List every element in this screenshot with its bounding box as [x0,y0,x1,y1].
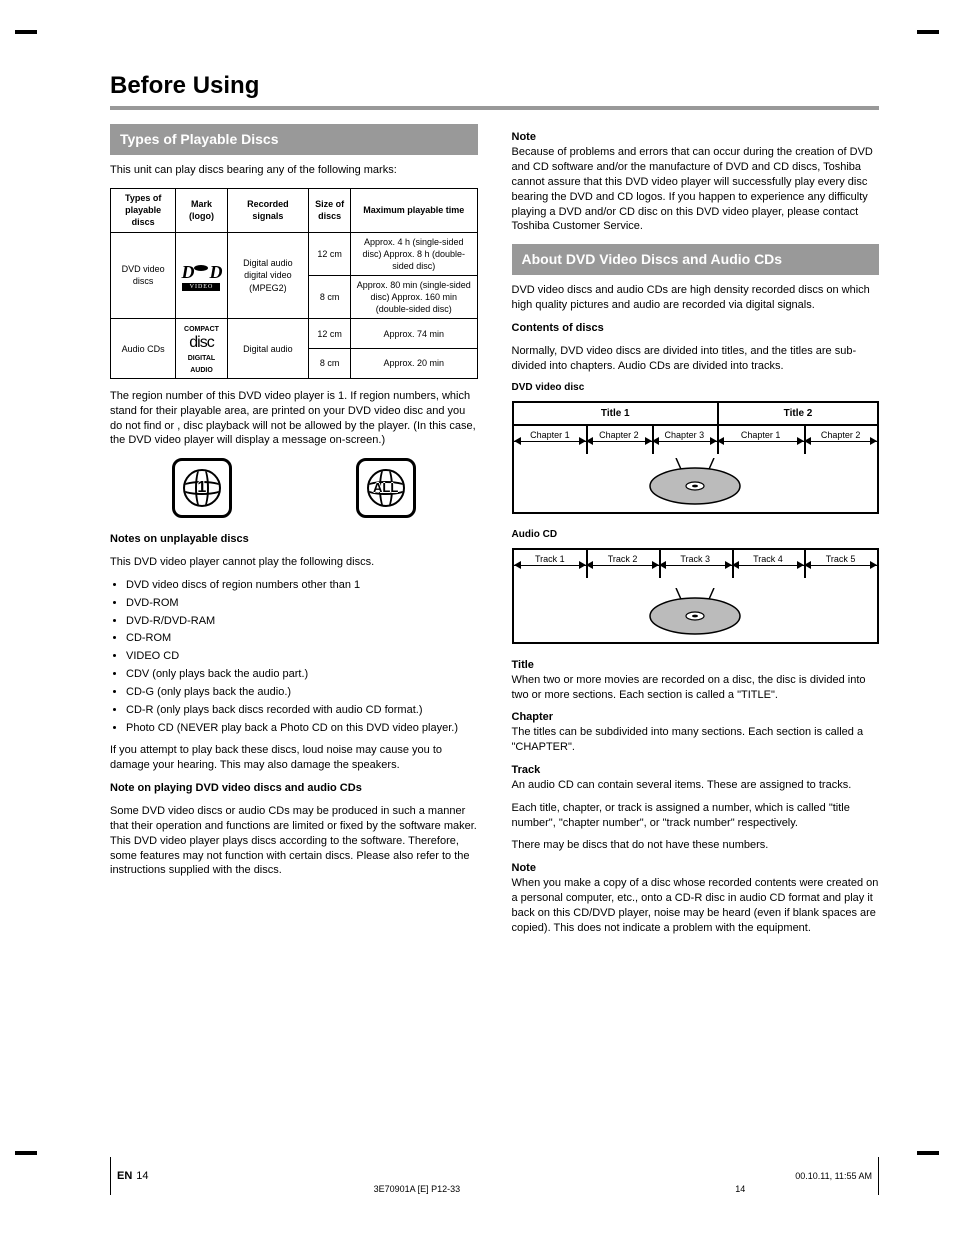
cell-signals: Digital audio digital video (MPEG2) [227,232,308,319]
cell-size: 8 cm [309,275,351,318]
cell-time: Approx. 20 min [351,349,477,379]
contents-para: Normally, DVD video discs are divided in… [512,344,880,374]
cell-time: Approx. 74 min [351,319,477,349]
list-item: DVD-R/DVD-RAM [126,614,478,629]
cd-diagram: Track 1Track 2Track 3Track 4Track 5 [512,548,880,644]
cell-logo: COMPACTdiscDIGITAL AUDIO [176,319,227,378]
lang-label: EN [117,1169,132,1184]
note2-heading: Note [512,861,880,876]
contents-heading: Contents of discs [512,321,880,336]
assigned-note: There may be discs that do not have thes… [512,838,880,853]
copy-note-text: Some DVD video discs or audio CDs may be… [110,804,478,878]
cell-time: Approx. 4 h (single-sided disc) Approx. … [351,232,477,275]
cell-type: DVD video discs [111,232,176,319]
crop-mark [15,30,37,34]
disc-table: Types of playable discs Mark (logo) Reco… [110,188,478,379]
footer-page-left: EN 14 [110,1157,149,1195]
cell-signals: Digital audio [227,319,308,378]
def-track-t: An audio CD can contain several items. T… [512,778,880,793]
right-column: Note Because of problems and errors that… [512,124,880,943]
diagram-chapter: Chapter 2 [804,426,877,454]
th-type: Types of playable discs [111,189,176,232]
cell-type: Audio CDs [111,319,176,378]
page-body: Before Using Types of Playable Discs Thi… [110,70,879,1195]
def-track-h: Track [512,763,880,778]
list-item: CD-G (only plays back the audio.) [126,685,478,700]
note-heading: Note [512,130,880,145]
page-number: 14 [136,1169,148,1184]
list-item: VIDEO CD [126,649,478,664]
disc-icon [640,458,750,506]
list-item: CDV (only plays back the audio part.) [126,667,478,682]
dvd-logo-icon: DDVIDEO [181,260,221,290]
diagram-title: Title 2 [717,403,877,425]
dvd-diagram-label: DVD video disc [512,381,880,395]
diagram-track: Track 4 [732,550,805,584]
list-item: CD-R (only plays back discs recorded wit… [126,703,478,718]
footer-timestamp: 00.10.11, 11:55 AM [795,1157,879,1195]
chapter-title: Before Using [110,70,879,102]
list-item: CD-ROM [126,631,478,646]
diagram-chapter: Chapter 3 [652,426,717,454]
note-text: Because of problems and errors that can … [512,145,880,234]
note2-text: When you make a copy of a disc whose rec… [512,876,880,935]
unplayable-heading: Notes on unplayable discs [110,532,478,547]
th-mark: Mark (logo) [176,189,227,232]
region-icon-all: ALL [356,458,416,518]
cell-size: 8 cm [309,349,351,379]
def-title-h: Title [512,658,880,673]
page-footer: EN 14 3E70901A [E] P12-33 14 00.10.11, 1… [110,1157,879,1195]
diagram-track: Track 2 [586,550,659,584]
th-time: Maximum playable time [351,189,477,232]
th-signals: Recorded signals [227,189,308,232]
unplayable-intro: This DVD video player cannot play the fo… [110,555,478,570]
copy-note-heading: Note on playing DVD video discs and audi… [110,781,478,796]
th-size: Size of discs [309,189,351,232]
footer-pdf-page: 14 [685,1183,795,1195]
crop-mark [917,1151,939,1155]
list-item: Photo CD (NEVER play back a Photo CD on … [126,721,478,736]
def-chapter-t: The titles can be subdivided into many s… [512,725,880,755]
cell-logo: DDVIDEO [176,232,227,319]
region-icons: 1 ALL [110,458,478,518]
s2-para1: DVD video discs and audio CDs are high d… [512,283,880,313]
footer-meta: 3E70901A [E] P12-33 [149,1183,686,1195]
def-chapter-h: Chapter [512,710,880,725]
disc-icon [640,588,750,636]
def-title-t: When two or more movies are recorded on … [512,673,880,703]
diagram-track: Track 1 [514,550,587,584]
cd-diagram-label: Audio CD [512,528,880,542]
diagram-chapter: Chapter 2 [586,426,651,454]
dvd-diagram: Title 1Title 2 Chapter 1Chapter 2Chapter… [512,401,880,515]
intro-text: This unit can play discs bearing any of … [110,163,478,178]
horizontal-rule [110,106,879,110]
cell-size: 12 cm [309,232,351,275]
left-column: Types of Playable Discs This unit can pl… [110,124,478,943]
cell-time: Approx. 80 min (single-sided disc) Appro… [351,275,477,318]
crop-mark [15,1151,37,1155]
list-item: DVD-ROM [126,596,478,611]
diagram-chapter: Chapter 1 [514,426,587,454]
cd-logo-icon: COMPACTdiscDIGITAL AUDIO [180,326,222,373]
unplayable-list: DVD video discs of region numbers other … [110,578,478,736]
diagram-chapter: Chapter 1 [717,426,804,454]
section-heading-about: About DVD Video Discs and Audio CDs [512,244,880,275]
crop-mark [917,30,939,34]
diagram-track: Track 3 [659,550,732,584]
region-paragraph: The region number of this DVD video play… [110,389,478,448]
section-heading-playable: Types of Playable Discs [110,124,478,155]
diagram-track: Track 5 [804,550,877,584]
assigned-para: Each title, chapter, or track is assigne… [512,801,880,831]
unplayable-warning: If you attempt to play back these discs,… [110,743,478,773]
cell-size: 12 cm [309,319,351,349]
list-item: DVD video discs of region numbers other … [126,578,478,593]
diagram-title: Title 1 [514,403,718,425]
region-icon-1: 1 [172,458,232,518]
